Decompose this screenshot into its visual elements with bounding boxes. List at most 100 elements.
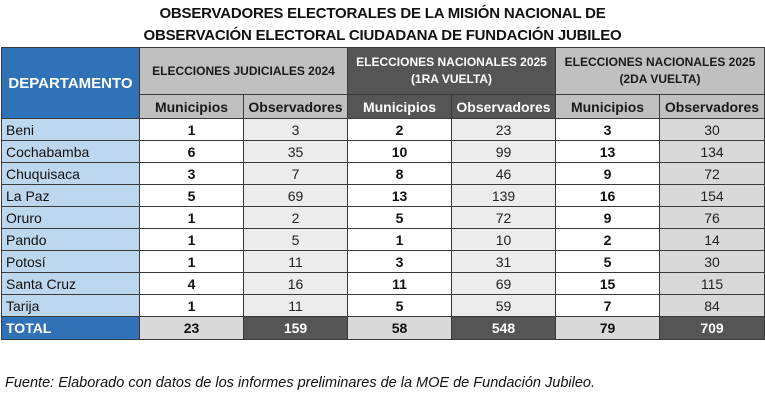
observadores-cell: 76 xyxy=(659,206,765,229)
group-header-line: ELECCIONES JUDICIALES 2024 xyxy=(152,63,335,78)
department-cell: Potosí xyxy=(1,250,140,273)
table-row: Oruro 1 2 5 72 9 76 xyxy=(1,206,765,229)
table-row: Tarija 1 11 5 59 7 84 xyxy=(1,294,765,317)
observadores-cell: 7 xyxy=(243,162,348,185)
sub-header-observadores: Observadores xyxy=(451,94,556,119)
sub-header-observadores: Observadores xyxy=(243,94,348,119)
group-header-line: ELECCIONES NACIONALES 2025 xyxy=(356,55,547,69)
municipios-cell: 2 xyxy=(555,228,660,251)
municipios-cell: 3 xyxy=(139,162,244,185)
total-value: 548 xyxy=(451,316,556,340)
municipios-cell: 9 xyxy=(555,162,660,185)
municipios-cell: 1 xyxy=(139,228,244,251)
table-row: Cochabamba 6 35 10 99 13 134 xyxy=(1,140,765,163)
table-row: Santa Cruz 4 16 11 69 15 115 xyxy=(1,272,765,295)
total-value: 159 xyxy=(243,316,348,340)
department-cell: Beni xyxy=(1,118,140,141)
department-cell: Tarija xyxy=(1,294,140,317)
municipios-cell: 16 xyxy=(555,184,660,207)
municipios-cell: 5 xyxy=(347,206,452,229)
municipios-cell: 3 xyxy=(555,118,660,141)
municipios-cell: 9 xyxy=(555,206,660,229)
observadores-cell: 115 xyxy=(659,272,765,295)
group-header-nacionales-2da: ELECCIONES NACIONALES 2025 (2DA VUELTA) xyxy=(555,47,765,95)
department-cell: La Paz xyxy=(1,184,140,207)
observadores-cell: 84 xyxy=(659,294,765,317)
observadores-cell: 5 xyxy=(243,228,348,251)
total-label: TOTAL xyxy=(1,316,140,340)
observadores-cell: 30 xyxy=(659,250,765,273)
table-title: OBSERVADORES ELECTORALES DE LA MISIÓN NA… xyxy=(0,3,765,47)
total-value: 23 xyxy=(139,316,244,340)
department-cell: Pando xyxy=(1,228,140,251)
group-header-judiciales-2024: ELECCIONES JUDICIALES 2024 xyxy=(139,47,348,95)
department-cell: Cochabamba xyxy=(1,140,140,163)
municipios-cell: 15 xyxy=(555,272,660,295)
observadores-cell: 69 xyxy=(243,184,348,207)
observers-table: DEPARTAMENTO ELECCIONES JUDICIALES 2024 … xyxy=(1,47,765,340)
department-cell: Chuquisaca xyxy=(1,162,140,185)
municipios-cell: 5 xyxy=(555,250,660,273)
municipios-cell: 3 xyxy=(347,250,452,273)
total-value: 58 xyxy=(347,316,452,340)
municipios-cell: 13 xyxy=(347,184,452,207)
observadores-cell: 3 xyxy=(243,118,348,141)
sub-header-municipios: Municipios xyxy=(555,94,660,119)
table-row: Beni 1 3 2 23 3 30 xyxy=(1,118,765,141)
department-cell: Oruro xyxy=(1,206,140,229)
municipios-cell: 11 xyxy=(347,272,452,295)
municipios-cell: 5 xyxy=(139,184,244,207)
municipios-cell: 1 xyxy=(139,206,244,229)
table-row: Potosí 1 11 3 31 5 30 xyxy=(1,250,765,273)
observadores-cell: 99 xyxy=(451,140,556,163)
observadores-cell: 59 xyxy=(451,294,556,317)
observadores-cell: 23 xyxy=(451,118,556,141)
header-row-groups: DEPARTAMENTO ELECCIONES JUDICIALES 2024 … xyxy=(1,47,765,119)
observadores-cell: 154 xyxy=(659,184,765,207)
group-header-line: (2DA VUELTA) xyxy=(619,72,701,86)
municipios-cell: 10 xyxy=(347,140,452,163)
municipios-cell: 1 xyxy=(139,118,244,141)
group-header-line: (1RA VUELTA) xyxy=(410,72,493,86)
sub-header-observadores: Observadores xyxy=(659,94,765,119)
observadores-cell: 11 xyxy=(243,250,348,273)
observadores-cell: 72 xyxy=(659,162,765,185)
observadores-cell: 10 xyxy=(451,228,556,251)
header-row-sub: Municipios Observadores Municipios Obser… xyxy=(2,94,765,119)
table-row: Chuquisaca 3 7 8 46 9 72 xyxy=(1,162,765,185)
department-cell: Santa Cruz xyxy=(1,272,140,295)
municipios-cell: 2 xyxy=(347,118,452,141)
observadores-cell: 11 xyxy=(243,294,348,317)
municipios-cell: 13 xyxy=(555,140,660,163)
observadores-cell: 72 xyxy=(451,206,556,229)
municipios-cell: 8 xyxy=(347,162,452,185)
observadores-cell: 69 xyxy=(451,272,556,295)
municipios-cell: 6 xyxy=(139,140,244,163)
table-row: La Paz 5 69 13 139 16 154 xyxy=(1,184,765,207)
sub-header-municipios: Municipios xyxy=(139,94,244,119)
title-line-2: OBSERVACIÓN ELECTORAL CIUDADANA DE FUNDA… xyxy=(143,27,622,44)
observadores-cell: 139 xyxy=(451,184,556,207)
observadores-cell: 46 xyxy=(451,162,556,185)
municipios-cell: 1 xyxy=(139,294,244,317)
group-header-line: ELECCIONES NACIONALES 2025 xyxy=(564,55,756,69)
observadores-cell: 31 xyxy=(451,250,556,273)
observadores-cell: 2 xyxy=(243,206,348,229)
sub-header-municipios: Municipios xyxy=(347,94,452,119)
municipios-cell: 4 xyxy=(139,272,244,295)
department-header: DEPARTAMENTO xyxy=(1,47,140,119)
observadores-cell: 16 xyxy=(243,272,348,295)
table-row: Pando 1 5 1 10 2 14 xyxy=(1,228,765,251)
observadores-cell: 35 xyxy=(243,140,348,163)
source-note: Fuente: Elaborado con datos de los infor… xyxy=(5,375,595,391)
observadores-cell: 30 xyxy=(659,118,765,141)
group-header-nacionales-1ra: ELECCIONES NACIONALES 2025 (1RA VUELTA) xyxy=(347,47,556,95)
municipios-cell: 5 xyxy=(347,294,452,317)
observadores-cell: 14 xyxy=(659,228,765,251)
total-row: TOTAL 23 159 58 548 79 709 xyxy=(1,316,765,340)
total-value: 709 xyxy=(659,316,765,340)
observadores-cell: 134 xyxy=(659,140,765,163)
municipios-cell: 1 xyxy=(347,228,452,251)
total-value: 79 xyxy=(555,316,660,340)
title-line-1: OBSERVADORES ELECTORALES DE LA MISIÓN NA… xyxy=(159,5,606,22)
